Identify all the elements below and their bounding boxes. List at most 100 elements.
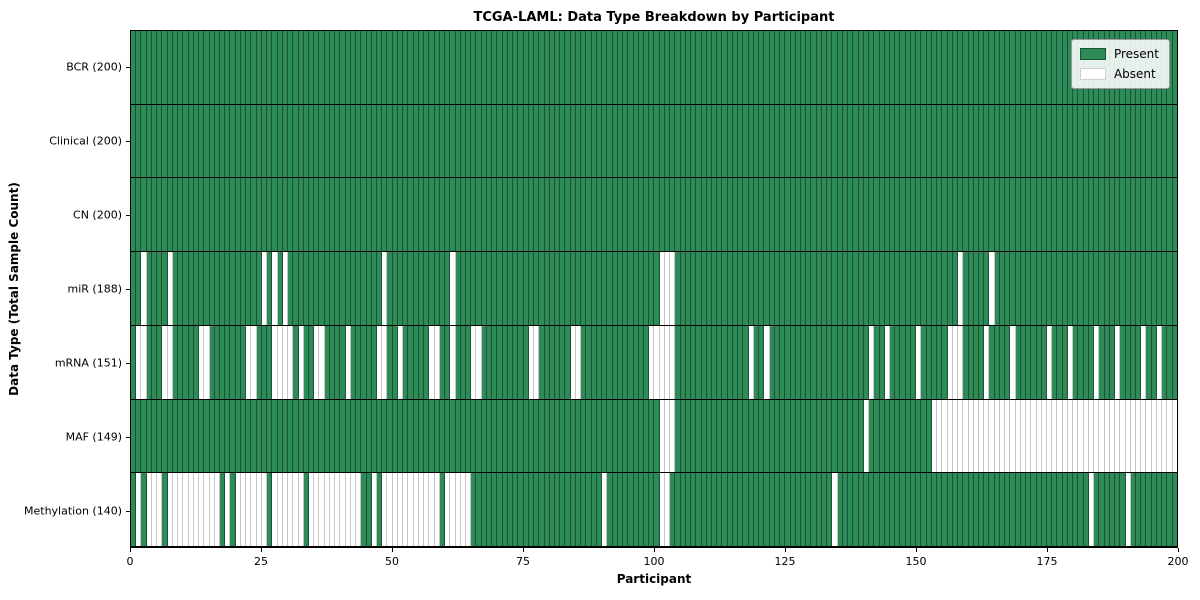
matrix-cell	[256, 473, 262, 547]
matrix-cell	[785, 178, 791, 252]
matrix-cell	[1047, 104, 1053, 178]
matrix-cell	[916, 178, 922, 252]
matrix-cell	[973, 473, 979, 547]
matrix-cell	[476, 252, 482, 325]
matrix-cell	[267, 31, 273, 104]
matrix-cell	[801, 31, 807, 104]
matrix-cell	[602, 399, 608, 473]
matrix-cell	[607, 31, 613, 104]
matrix-cell	[764, 31, 770, 104]
matrix-cell	[476, 178, 482, 252]
matrix-cell	[439, 252, 446, 325]
matrix-cell	[659, 31, 665, 104]
matrix-cell	[958, 178, 964, 252]
matrix-cell	[649, 252, 655, 325]
matrix-cell	[1104, 399, 1110, 473]
matrix-cell	[1167, 473, 1173, 547]
matrix-cell	[199, 473, 205, 547]
matrix-cell	[617, 178, 624, 252]
matrix-cell	[1052, 252, 1058, 325]
matrix-cell	[910, 325, 917, 399]
x-tick-label-125: 125	[774, 555, 796, 568]
matrix-cell	[1099, 104, 1105, 178]
x-axis-title: Participant	[616, 572, 692, 586]
matrix-cell	[1120, 399, 1126, 473]
matrix-cell	[617, 252, 624, 325]
matrix-cell	[921, 325, 927, 399]
matrix-cell	[952, 31, 959, 104]
matrix-cell	[821, 473, 828, 547]
matrix-cell	[157, 473, 163, 547]
matrix-cell	[664, 178, 671, 252]
matrix-cell	[261, 325, 268, 399]
matrix-cell	[214, 252, 220, 325]
matrix-cell	[654, 178, 660, 252]
matrix-cell	[591, 178, 597, 252]
matrix-cell	[874, 399, 880, 473]
matrix-cell	[209, 178, 215, 252]
matrix-cell	[942, 325, 948, 399]
matrix-cell	[717, 399, 723, 473]
matrix-cell	[282, 252, 289, 325]
matrix-cell	[267, 473, 273, 547]
matrix-cell	[492, 473, 498, 547]
matrix-cell	[183, 473, 189, 547]
matrix-cell	[989, 31, 995, 104]
matrix-cell	[554, 104, 561, 178]
matrix-cell	[235, 104, 241, 178]
matrix-cell	[685, 325, 692, 399]
matrix-cell	[308, 252, 315, 325]
matrix-cell	[790, 252, 796, 325]
matrix-cell	[968, 252, 974, 325]
matrix-cell	[1015, 104, 1021, 178]
matrix-cell	[1141, 325, 1147, 399]
matrix-cell	[460, 325, 466, 399]
y-tick-mark	[126, 437, 130, 438]
row-maf	[131, 399, 1177, 474]
matrix-cell	[1005, 473, 1011, 547]
matrix-cell	[628, 104, 634, 178]
matrix-cell	[246, 399, 252, 473]
matrix-cell	[204, 252, 210, 325]
matrix-cell	[1078, 473, 1084, 547]
matrix-cell	[539, 399, 545, 473]
matrix-cell	[282, 473, 289, 547]
absent-swatch	[1079, 68, 1106, 80]
matrix-cell	[204, 473, 210, 547]
matrix-cell	[219, 473, 226, 547]
row-mrna	[131, 325, 1177, 400]
matrix-cell	[1067, 473, 1074, 547]
matrix-cell	[628, 31, 634, 104]
matrix-cell	[863, 473, 870, 547]
matrix-cell	[246, 31, 252, 104]
matrix-cell	[319, 252, 325, 325]
matrix-cell	[513, 31, 519, 104]
matrix-cell	[534, 473, 540, 547]
matrix-cell	[1083, 178, 1089, 252]
matrix-cell	[1026, 399, 1032, 473]
matrix-cell	[251, 178, 257, 252]
matrix-cell	[848, 325, 854, 399]
matrix-cell	[978, 399, 985, 473]
matrix-cell	[1026, 473, 1032, 547]
matrix-cell	[392, 178, 398, 252]
matrix-cell	[748, 178, 754, 252]
matrix-cell	[1062, 252, 1068, 325]
matrix-cell	[994, 178, 1000, 252]
matrix-cell	[753, 178, 760, 252]
matrix-cell	[712, 252, 718, 325]
matrix-cell	[151, 31, 158, 104]
matrix-cell	[811, 325, 817, 399]
matrix-cell	[623, 473, 629, 547]
matrix-cell	[565, 252, 571, 325]
matrix-cell	[1162, 252, 1168, 325]
matrix-cell	[999, 104, 1006, 178]
matrix-cell	[554, 31, 561, 104]
matrix-cell	[554, 325, 561, 399]
matrix-cell	[151, 473, 158, 547]
matrix-cell	[204, 104, 210, 178]
matrix-cell	[513, 178, 519, 252]
matrix-cell	[298, 104, 304, 178]
matrix-cell	[534, 252, 540, 325]
matrix-cell	[816, 104, 822, 178]
